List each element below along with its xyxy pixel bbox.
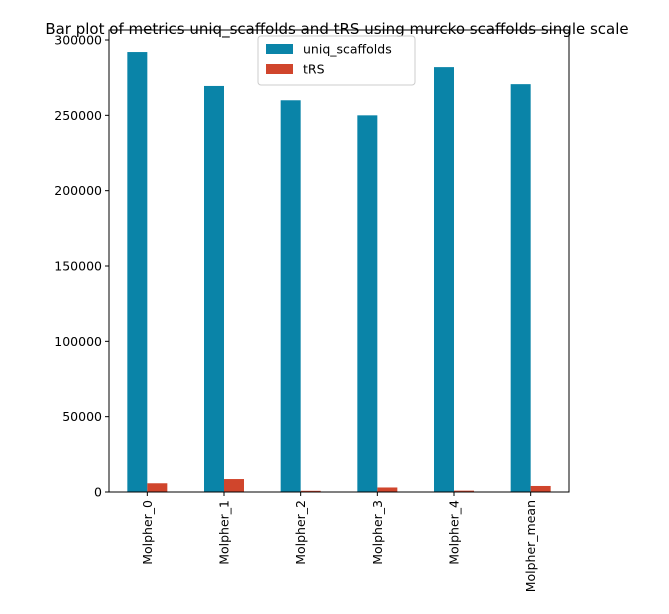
- bar-uniq_scaffolds-Molpher_4: [434, 67, 454, 493]
- legend-box: [257, 35, 416, 86]
- x-tick-label: Molpher_3: [370, 500, 385, 565]
- bar-tRS-Molpher_mean: [530, 485, 551, 492]
- legend-swatch-tRS: [266, 64, 293, 74]
- y-tick-label: 100000: [54, 334, 102, 349]
- y-tick-label: 300000: [54, 33, 102, 48]
- y-tick-label: 200000: [54, 183, 102, 198]
- plot-frame: [108, 29, 570, 493]
- x-tick-label: Molpher_1: [217, 500, 232, 565]
- bars-layer: [127, 52, 551, 493]
- y-axis: 0 50000 100000 150000 200000 250000 300000: [54, 33, 109, 500]
- y-tick-label: 150000: [54, 259, 102, 274]
- legend-label-uniq_scaffolds: uniq_scaffolds: [303, 42, 392, 57]
- bar-uniq_scaffolds-Molpher_1: [204, 85, 224, 492]
- x-axis: Molpher_0 Molpher_1 Molpher_2 Molpher_3 Molp…: [140, 492, 538, 592]
- bar-tRS-Molpher_2: [300, 490, 321, 492]
- y-tick-label: 250000: [54, 108, 102, 123]
- bar-uniq_scaffolds-Molpher_3: [357, 115, 378, 492]
- x-tick-label: Molpher_mean: [523, 500, 538, 592]
- bar-tRS-Molpher_3: [377, 487, 398, 492]
- legend-label-tRS: tRS: [303, 62, 325, 77]
- legend: uniq_scaffolds tRS: [257, 35, 416, 86]
- x-tick-label: Molpher_2: [293, 500, 308, 565]
- bar-tRS-Molpher_0: [147, 483, 168, 492]
- bar-uniq_scaffolds-Molpher_mean: [510, 84, 531, 493]
- legend-swatch-uniq_scaffolds: [266, 44, 293, 54]
- bar-uniq_scaffolds-Molpher_2: [280, 100, 301, 493]
- bar-tRS-Molpher_1: [224, 479, 244, 492]
- bar-tRS-Molpher_4: [454, 490, 474, 492]
- y-tick-label: 50000: [62, 409, 102, 424]
- x-tick-label: Molpher_4: [447, 500, 462, 565]
- bar-uniq_scaffolds-Molpher_0: [127, 52, 148, 492]
- y-tick-label: 0: [94, 485, 102, 500]
- x-tick-label: Molpher_0: [140, 500, 155, 565]
